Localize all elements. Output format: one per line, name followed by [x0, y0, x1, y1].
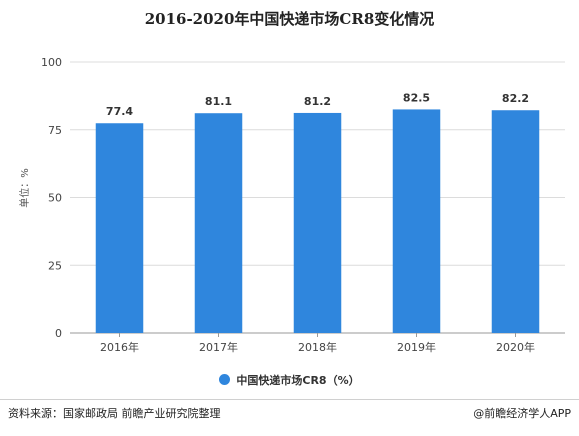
- chart-title: 2016-2020年中国快递市场CR8变化情况: [144, 10, 435, 28]
- bar-layer: [95, 109, 540, 334]
- bar: [95, 123, 144, 333]
- axis-layer: 0 25 50 75 100 2016年 2017年 2018年 2019年 2020年: [41, 56, 535, 354]
- data-label: 77.4: [106, 105, 133, 118]
- x-tick-label: 2017年: [199, 340, 238, 354]
- data-label: 82.5: [403, 91, 430, 104]
- footer-divider: [0, 399, 579, 400]
- legend-marker-icon: [219, 374, 231, 385]
- x-tick-label: 2016年: [100, 340, 139, 354]
- y-tick-label: 0: [55, 327, 62, 340]
- y-tick-label: 25: [48, 259, 62, 272]
- x-tick-label: 2019年: [397, 340, 436, 354]
- data-label-layer: 77.4 81.1 81.2 82.5 82.2: [106, 91, 529, 118]
- data-label: 81.1: [205, 95, 232, 108]
- y-tick-label: 75: [48, 124, 62, 137]
- brand-credit: @前瞻经济学人APP: [473, 407, 571, 420]
- y-tick-label: 50: [48, 192, 62, 205]
- y-tick-label: 100: [41, 56, 62, 69]
- legend: 中国快递市场CR8（%）: [0, 372, 579, 388]
- data-label: 82.2: [502, 92, 529, 105]
- source-note: 资料来源：国家邮政局 前瞻产业研究院整理: [8, 407, 221, 420]
- bar: [392, 109, 441, 333]
- bar: [293, 112, 342, 333]
- x-tick-label: 2018年: [298, 340, 337, 354]
- x-tick-label: 2020年: [496, 340, 535, 354]
- legend-label: 中国快递市场CR8（%）: [236, 374, 360, 387]
- bar: [491, 110, 540, 333]
- bar: [194, 113, 243, 334]
- data-label: 81.2: [304, 95, 331, 108]
